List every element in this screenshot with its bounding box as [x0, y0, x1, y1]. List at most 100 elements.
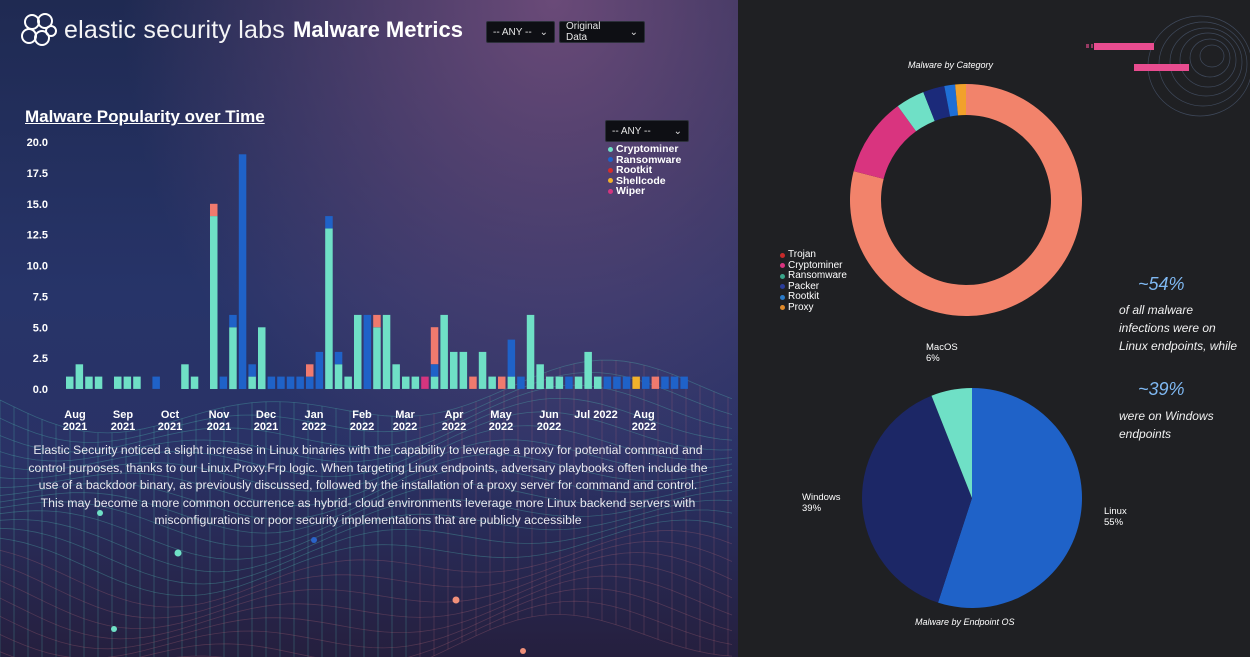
bar-segment[interactable]: [85, 376, 93, 389]
bar-segment[interactable]: [670, 376, 679, 389]
pie-slice[interactable]: [938, 388, 1082, 608]
bar-segment[interactable]: [210, 216, 218, 389]
bar-segment[interactable]: [603, 376, 612, 389]
bar-segment[interactable]: [382, 314, 391, 389]
bar-segment[interactable]: [574, 376, 583, 389]
legend-item[interactable]: Shellcode: [608, 175, 681, 187]
bar-segment[interactable]: [373, 314, 381, 328]
bar-segment[interactable]: [430, 327, 439, 365]
bar-segment[interactable]: [306, 364, 314, 377]
bar-segment[interactable]: [594, 376, 602, 389]
x-tick-label: 2022: [350, 421, 374, 433]
bar-segment[interactable]: [267, 376, 276, 389]
bar-segment[interactable]: [296, 376, 304, 389]
bar-segment[interactable]: [248, 376, 256, 389]
bar-segment[interactable]: [507, 376, 516, 389]
data-source-dropdown[interactable]: Original Data ⌄: [559, 21, 645, 43]
bar-segment[interactable]: [229, 327, 237, 390]
bar-segment[interactable]: [181, 364, 189, 389]
pie-label-macos: MacOS 6%: [926, 342, 958, 364]
legend-item[interactable]: Trojan: [780, 249, 847, 261]
bar-segment[interactable]: [651, 376, 660, 389]
bar-segment[interactable]: [661, 376, 669, 389]
donut-slice[interactable]: [923, 86, 951, 121]
bar-segment[interactable]: [507, 339, 516, 377]
donut-slice[interactable]: [897, 92, 935, 132]
bar-segment[interactable]: [450, 351, 458, 389]
pie-slice[interactable]: [931, 388, 972, 498]
bar-segment[interactable]: [498, 376, 506, 389]
legend-label: Trojan: [788, 249, 816, 260]
legend-item[interactable]: Ransomware: [608, 154, 681, 166]
bar-segment[interactable]: [392, 364, 400, 389]
pie-slice[interactable]: [862, 395, 972, 603]
bar-segment[interactable]: [94, 376, 103, 389]
bar-segment[interactable]: [555, 376, 564, 389]
legend-item[interactable]: Rootkit: [780, 291, 847, 303]
bar-segment[interactable]: [344, 376, 352, 389]
donut-slice[interactable]: [955, 84, 966, 116]
bar-segment[interactable]: [363, 314, 372, 389]
logo[interactable]: elastic security labs: [20, 12, 285, 48]
bar-segment[interactable]: [546, 376, 554, 389]
bar-segment[interactable]: [210, 203, 218, 217]
bar-segment[interactable]: [133, 376, 141, 389]
legend-item[interactable]: Wiper: [608, 186, 681, 197]
bar-segment[interactable]: [219, 376, 228, 389]
bar-segment[interactable]: [306, 376, 314, 389]
x-tick-label: 2021: [111, 421, 135, 433]
bar-segment[interactable]: [622, 376, 631, 389]
legend-item[interactable]: Cryptominer: [780, 260, 847, 272]
bar-segment[interactable]: [354, 314, 362, 389]
bar-segment[interactable]: [238, 154, 247, 389]
pie-label-pct: 39%: [802, 502, 822, 514]
bar-segment[interactable]: [526, 314, 535, 389]
bar-segment[interactable]: [75, 364, 84, 389]
bar-segment[interactable]: [373, 327, 381, 390]
chart-filter-dropdown[interactable]: -- ANY -- ⌄: [605, 120, 689, 142]
filter-any-dropdown[interactable]: -- ANY -- ⌄: [486, 21, 555, 43]
bar-segment[interactable]: [402, 376, 410, 389]
y-tick-label: 17.5: [27, 168, 48, 180]
legend-item[interactable]: Cryptominer: [608, 144, 681, 155]
bar-segment[interactable]: [325, 228, 333, 390]
bar-segment[interactable]: [459, 351, 468, 389]
bar-segment[interactable]: [66, 376, 74, 389]
bar-segment[interactable]: [152, 376, 160, 389]
pie-label-pct: 55%: [1104, 516, 1124, 528]
bar-segment[interactable]: [286, 376, 295, 389]
bar-segment[interactable]: [517, 376, 525, 389]
bar-segment[interactable]: [536, 364, 544, 389]
bar-segment[interactable]: [680, 376, 688, 389]
bar-segment[interactable]: [642, 376, 650, 389]
donut-slice[interactable]: [944, 84, 959, 117]
bar-segment[interactable]: [488, 376, 496, 389]
bar-segment[interactable]: [440, 314, 448, 389]
bar-segment[interactable]: [565, 376, 573, 389]
legend-item[interactable]: Ransomware: [780, 270, 847, 282]
legend-item[interactable]: Rootkit: [608, 165, 681, 176]
bar-segment[interactable]: [123, 376, 132, 389]
bar-segment[interactable]: [248, 364, 256, 377]
bar-segment[interactable]: [421, 376, 429, 389]
bar-segment[interactable]: [334, 351, 343, 365]
legend-item[interactable]: Packer: [780, 281, 847, 293]
bar-segment[interactable]: [584, 351, 592, 389]
donut-slice[interactable]: [853, 106, 917, 179]
bar-segment[interactable]: [411, 376, 420, 389]
bar-segment[interactable]: [469, 376, 477, 389]
bar-segment[interactable]: [277, 376, 285, 389]
bar-segment[interactable]: [325, 216, 333, 229]
bar-segment[interactable]: [114, 376, 122, 389]
bar-segment[interactable]: [190, 376, 199, 389]
bar-segment[interactable]: [430, 376, 439, 389]
bar-segment[interactable]: [258, 327, 266, 390]
legend-item[interactable]: Proxy: [780, 302, 847, 314]
bar-segment[interactable]: [478, 351, 487, 389]
bar-segment[interactable]: [613, 376, 621, 389]
bar-segment[interactable]: [632, 376, 640, 389]
bar-segment[interactable]: [315, 351, 324, 389]
bar-segment[interactable]: [430, 364, 439, 377]
bar-segment[interactable]: [334, 364, 343, 389]
bar-segment[interactable]: [229, 314, 237, 328]
